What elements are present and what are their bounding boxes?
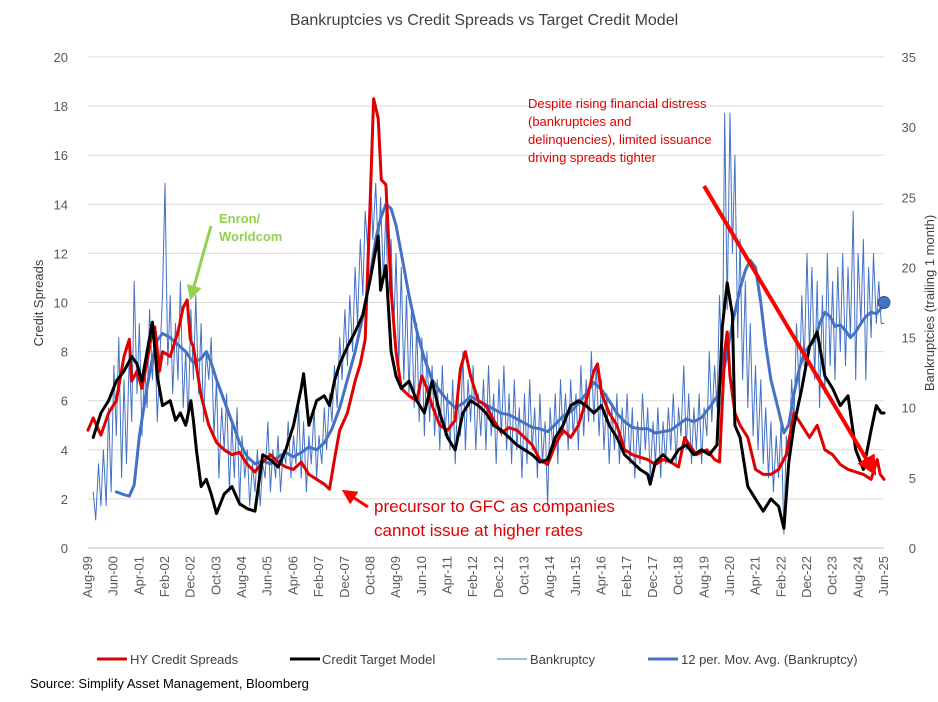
left-tick-label: 2 <box>61 492 68 507</box>
x-tick-label: Oct-03 <box>208 556 223 595</box>
legend: HY Credit Spreads Credit Target Model Ba… <box>97 652 858 667</box>
x-tick-label: Dec-22 <box>799 556 814 598</box>
x-tick-label: Feb-12 <box>465 556 480 597</box>
x-tick-label: Aug-99 <box>80 556 95 598</box>
x-tick-label: Feb-22 <box>773 556 788 597</box>
right-tick-label: 15 <box>902 331 916 346</box>
right-tick-label: 35 <box>902 50 916 65</box>
x-tick-label: Jun-25 <box>876 556 891 596</box>
left-tick-label: 20 <box>54 50 68 65</box>
annotation-enron: Enron/ Worldcom <box>219 211 282 244</box>
annotation-layer <box>186 185 891 509</box>
left-tick-label: 18 <box>54 99 68 114</box>
endpoint-marker <box>877 296 891 309</box>
right-tick-label: 0 <box>909 541 916 556</box>
annotation-gfc: precursor to GFC as companies cannot iss… <box>374 497 615 540</box>
x-tick-label: Feb-07 <box>311 556 326 597</box>
series-line-hy-credit-spreads <box>86 97 886 491</box>
left-tick-label: 16 <box>54 148 68 163</box>
x-tick-label: Aug-14 <box>542 556 557 598</box>
x-tick-label: Oct-13 <box>517 556 532 595</box>
series-layer <box>86 97 886 535</box>
x-tick-label: Dec-12 <box>491 556 506 598</box>
legend-label-hy-credit-spreads: HY Credit Spreads <box>130 652 239 667</box>
left-tick-label: 10 <box>54 296 68 311</box>
trend-arrow <box>702 185 877 476</box>
x-tick-label: Feb-02 <box>157 556 172 597</box>
legend-label-moving-average: 12 per. Mov. Avg. (Bankruptcy) <box>681 652 858 667</box>
left-tick-label: 14 <box>54 197 68 212</box>
x-tick-label: Jun-15 <box>568 556 583 596</box>
x-tick-label: Oct-23 <box>825 556 840 595</box>
chart-title: Bankruptcies vs Credit Spreads vs Target… <box>290 12 678 29</box>
annotation-enron-line: Enron/ <box>219 211 261 226</box>
annotation-distress-line: delinquencies), limited issuance <box>528 132 712 147</box>
x-tick-label: Oct-08 <box>362 556 377 595</box>
x-tick-label: Dec-02 <box>183 556 198 598</box>
x-tick-label: Aug-04 <box>234 556 249 598</box>
x-tick-label: Jun-00 <box>106 556 121 596</box>
left-tick-label: 6 <box>61 394 68 409</box>
x-tick-label: Apr-21 <box>748 556 763 595</box>
right-tick-label: 30 <box>902 120 916 135</box>
x-tick-label: Apr-16 <box>594 556 609 595</box>
right-tick-label: 10 <box>902 401 916 416</box>
annotation-distress: Despite rising financial distress (bankr… <box>528 96 712 165</box>
right-axis-title: Bankruptcies (trailing 1 month) <box>922 215 937 391</box>
legend-label-credit-target-model: Credit Target Model <box>322 652 435 667</box>
annotation-gfc-line: precursor to GFC as companies <box>374 497 615 516</box>
x-tick-label: Apr-01 <box>131 556 146 595</box>
left-tick-label: 12 <box>54 246 68 261</box>
series-line-bankruptcy <box>92 112 885 535</box>
annotation-distress-line: driving spreads tighter <box>528 150 657 165</box>
right-tick-label: 20 <box>902 260 916 275</box>
left-tick-label: 4 <box>61 443 68 458</box>
series-line-12-per-mov-avg-bankruptcy <box>114 202 886 498</box>
x-tick-label: Feb-17 <box>619 556 634 597</box>
annotation-enron-line: Worldcom <box>219 229 282 244</box>
x-tick-label: Oct-18 <box>671 556 686 595</box>
x-tick-label: Apr-11 <box>439 556 454 594</box>
x-tick-label: Jun-05 <box>260 556 275 596</box>
left-axis-title: Credit Spreads <box>31 259 46 346</box>
legend-label-bankruptcy: Bankruptcy <box>530 652 596 667</box>
source-note: Source: Simplify Asset Management, Bloom… <box>30 676 309 691</box>
x-tick-label: Jun-10 <box>414 556 429 596</box>
annotation-distress-line: Despite rising financial distress <box>528 96 707 111</box>
right-tick-label: 5 <box>909 471 916 486</box>
left-tick-label: 0 <box>61 541 68 556</box>
x-tick-label: Dec-17 <box>645 556 660 598</box>
x-tick-label: Aug-24 <box>850 556 865 598</box>
x-tick-label: Apr-06 <box>285 556 300 595</box>
left-axis-ticks: 0 2 4 6 8 10 12 14 16 18 20 <box>54 50 68 556</box>
right-axis-ticks: 0 5 10 15 20 25 30 35 <box>902 50 916 556</box>
x-axis-ticks: Aug-99 Jun-00 Apr-01 Feb-02 Dec-02 Oct-03 Aug-… <box>80 556 891 598</box>
series-line-credit-target-model <box>91 234 886 530</box>
x-tick-label: Jun-20 <box>722 556 737 596</box>
x-tick-label: Dec-07 <box>337 556 352 598</box>
left-tick-label: 8 <box>61 345 68 360</box>
gfc-arrow <box>341 489 369 509</box>
enron-arrow <box>186 225 213 301</box>
annotation-distress-line: (bankruptcies and <box>528 114 631 129</box>
annotation-gfc-line: cannot issue at higher rates <box>374 521 583 540</box>
x-tick-label: Aug-09 <box>388 556 403 598</box>
right-tick-label: 25 <box>902 190 916 205</box>
x-tick-label: Aug-19 <box>696 556 711 598</box>
